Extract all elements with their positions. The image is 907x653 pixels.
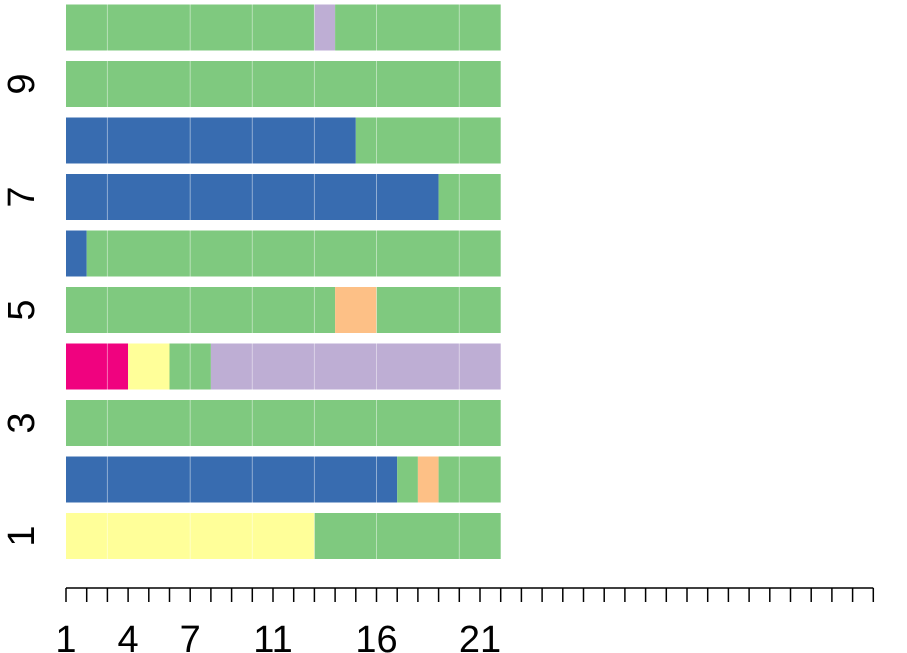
bar-segment-row-4-1: [66, 343, 129, 390]
bar-segment-row-7-1: [66, 174, 439, 220]
row-label: 5: [1, 299, 43, 320]
bar-segment-row-2-3: [417, 456, 439, 503]
row-axis-labels: 1 3 5 7 9: [1, 73, 43, 546]
bar-segment-row-2-2: [397, 456, 418, 503]
bar-segment-row-2-4: [438, 456, 501, 503]
x-tick-label: 11: [253, 619, 292, 653]
bar-segment-row-6-1: [66, 230, 87, 277]
bar-segment-row-6-2: [86, 230, 501, 277]
row-label: 9: [1, 73, 43, 94]
x-tick-label: 4: [118, 619, 139, 653]
bar-rows: [66, 4, 501, 559]
bar-segment-row-5-1: [66, 287, 336, 333]
x-tick-label: 1: [55, 619, 76, 653]
grid-lines: [106, 4, 460, 559]
x-tick-label: 7: [180, 619, 201, 653]
row-label: 3: [1, 412, 43, 433]
bar-segment-row-3-1: [66, 400, 501, 446]
bar-segment-row-10-2: [314, 4, 336, 51]
x-axis: 1 4 7 11 16 21: [55, 587, 875, 653]
x-tick-label: 16: [355, 619, 397, 653]
x-tick-label: 21: [459, 619, 501, 653]
bar-segment-row-1-1: [66, 513, 315, 559]
bar-segment-row-9-1: [66, 61, 501, 107]
bar-segment-row-4-2: [128, 343, 170, 390]
bar-segment-row-8-2: [355, 117, 501, 164]
bar-segment-row-7-2: [438, 174, 501, 220]
row-label: 1: [1, 525, 43, 546]
bar-segment-row-5-2: [335, 287, 377, 333]
bar-segment-row-2-1: [66, 456, 398, 503]
bar-segment-row-5-3: [376, 287, 501, 333]
bar-segment-row-10-3: [335, 4, 501, 51]
bar-segment-row-10-1: [66, 4, 315, 51]
row-label: 7: [1, 186, 43, 207]
bar-segment-row-4-3: [169, 343, 211, 390]
bar-segment-row-8-1: [66, 117, 356, 164]
bar-segment-row-4-4: [210, 343, 501, 390]
bar-segment-row-1-2: [314, 513, 501, 559]
